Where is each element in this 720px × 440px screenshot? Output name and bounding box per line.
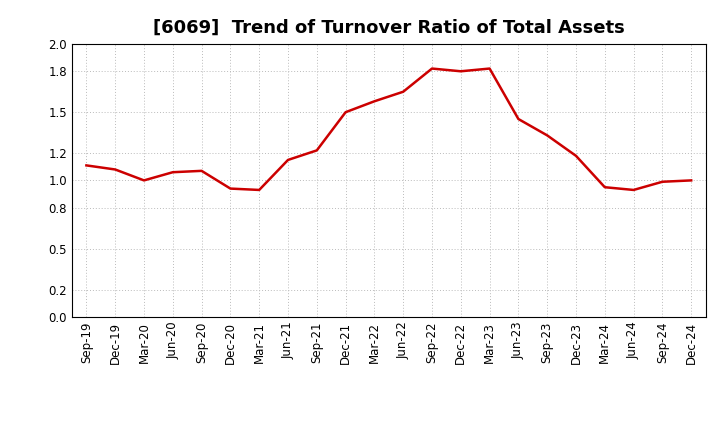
Title: [6069]  Trend of Turnover Ratio of Total Assets: [6069] Trend of Turnover Ratio of Total … xyxy=(153,19,625,37)
